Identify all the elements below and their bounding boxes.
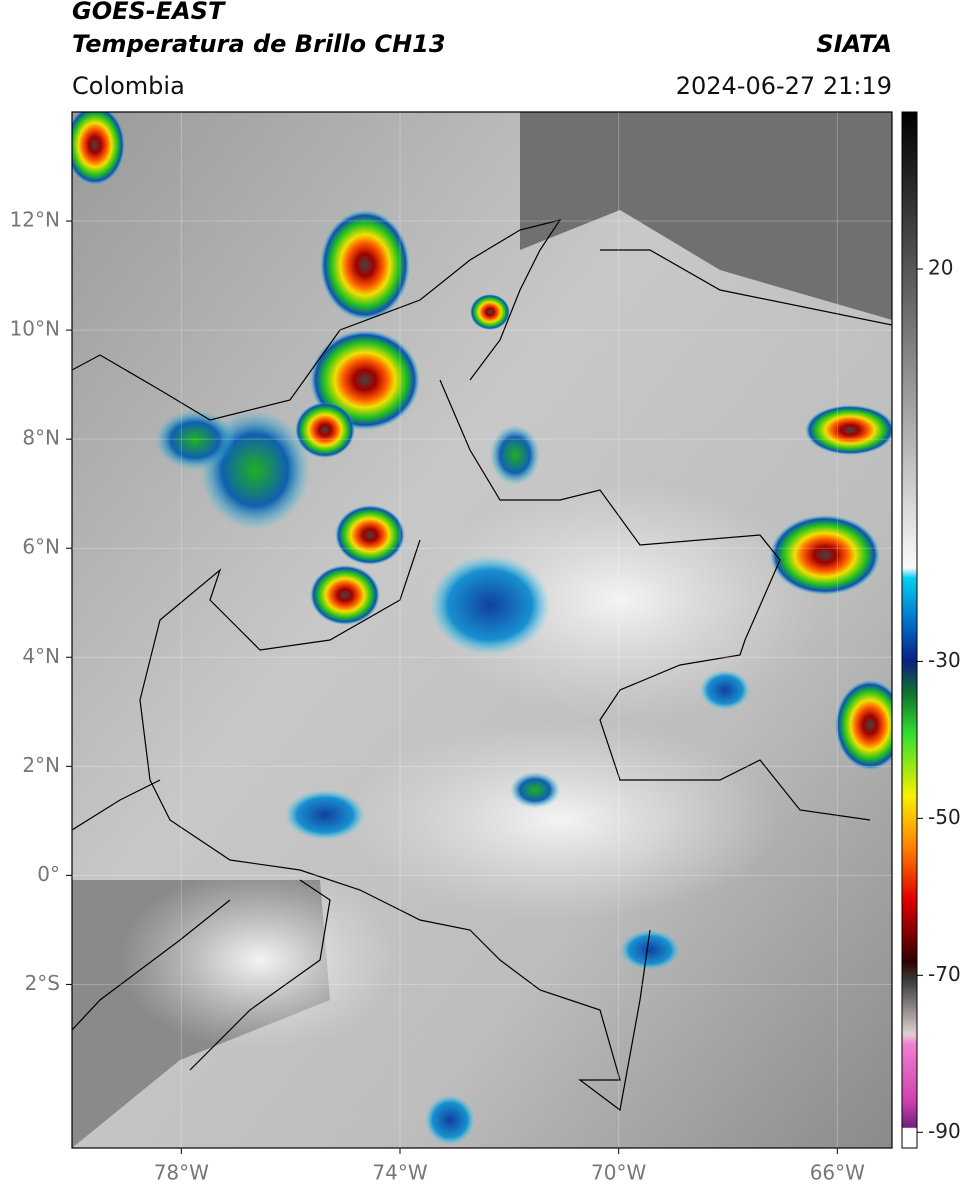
y-tick-label: 2°S [25,971,60,995]
y-tick-label: 8°N [22,426,60,450]
y-tick-label: 6°N [22,535,60,559]
colorbar-tick-label: 20 [928,255,953,279]
x-tick-label: 78°W [154,1161,209,1185]
title: GOES-EAST [72,0,226,25]
satellite-image [72,112,892,1148]
timestamp: 2024-06-27 21:19 [676,72,892,100]
y-tick-label: 0° [37,862,60,886]
subtitle: Temperatura de Brillo CH13 [72,30,446,58]
colorbar [901,111,918,1149]
source: SIATA [816,30,892,58]
colorbar-tick-label: -30 [928,648,961,672]
x-tick-label: 70°W [591,1161,646,1185]
colorbar-tick-label: -70 [928,962,961,986]
x-tick-label: 66°W [810,1161,865,1185]
y-tick-label: 10°N [10,317,60,341]
y-tick-label: 12°N [10,208,60,232]
x-tick-label: 74°W [372,1161,427,1185]
colorbar-tick-label: -90 [928,1119,961,1143]
y-tick-label: 2°N [22,753,60,777]
map-frame [71,111,893,1149]
colorbar-tick-label: -50 [928,805,961,829]
y-tick-label: 4°N [22,644,60,668]
region: Colombia [72,72,185,100]
